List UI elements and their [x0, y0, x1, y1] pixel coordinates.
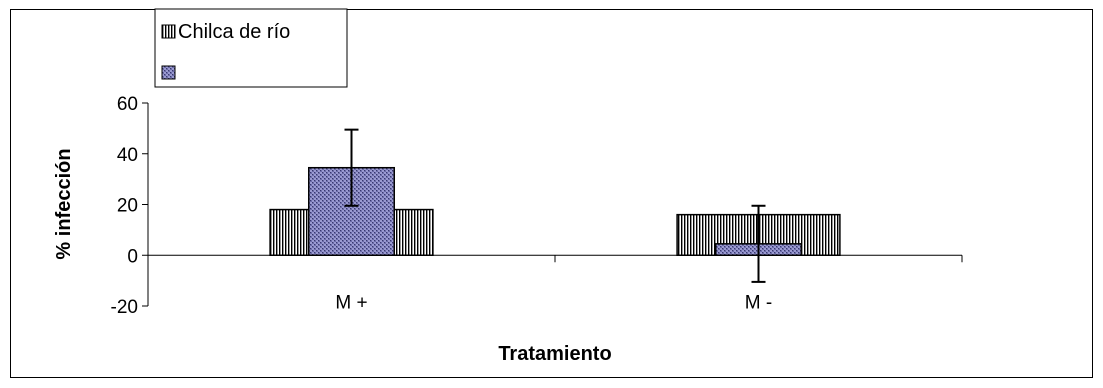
legend-label-series-1: Chilca de río: [178, 21, 290, 43]
x-tick-label: M +: [335, 292, 367, 313]
y-tick-label: -20: [111, 297, 138, 318]
legend: Chilca de río: [154, 8, 348, 88]
y-tick-label: 60: [117, 94, 138, 115]
chart-frame: [10, 9, 1093, 378]
x-axis-title: Tratamiento: [498, 343, 611, 365]
y-tick-label: 40: [117, 145, 138, 166]
legend-swatch-series-2: [161, 65, 176, 80]
y-tick-label: 0: [127, 246, 138, 267]
legend-swatch-series-1: [161, 24, 176, 39]
x-ticks: M + M -: [147, 255, 963, 313]
legend-box: [154, 8, 348, 88]
y-axis-title: % infección: [53, 148, 75, 259]
x-tick-label: M -: [745, 292, 772, 313]
y-ticks: -20 0 20 40 60: [111, 94, 148, 318]
bars: [269, 128, 841, 283]
y-tick-label: 20: [117, 196, 138, 217]
